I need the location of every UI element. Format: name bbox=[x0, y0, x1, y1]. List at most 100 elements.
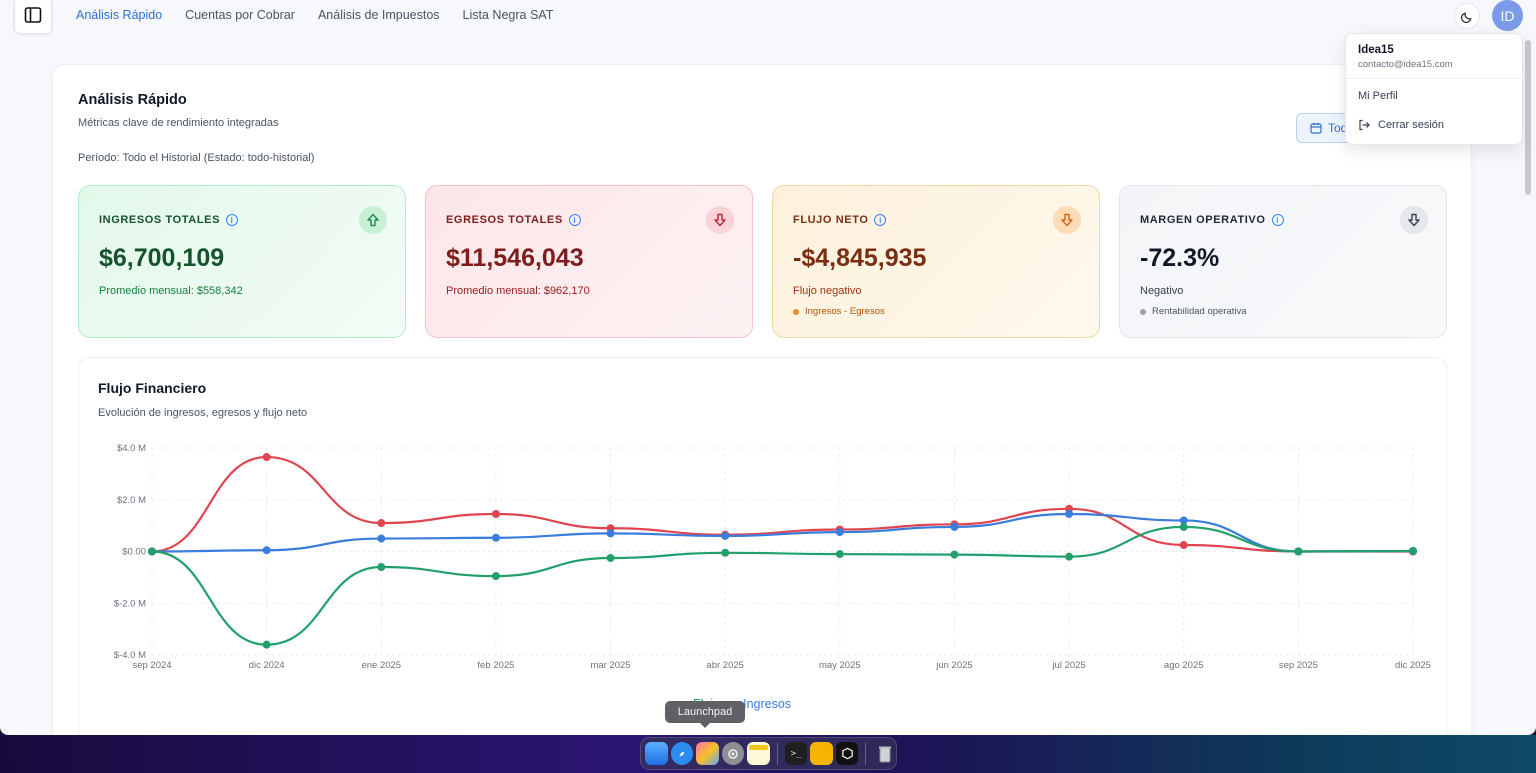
data-point-ingresos bbox=[606, 529, 615, 538]
data-point-ingresos bbox=[950, 522, 959, 531]
kpi-trend-badge bbox=[1400, 206, 1428, 234]
sidebar-toggle-button[interactable] bbox=[14, 0, 52, 34]
scrollbar-thumb[interactable] bbox=[1525, 40, 1531, 195]
x-tick-label: dic 2024 bbox=[249, 660, 285, 671]
y-tick-label: $-2.0 M bbox=[114, 598, 146, 609]
kpi-trend-badge bbox=[1053, 206, 1081, 234]
logout-label: Cerrar sesión bbox=[1378, 119, 1445, 131]
chart-title: Flujo Financiero bbox=[98, 380, 207, 396]
data-point-flujo bbox=[606, 553, 615, 562]
data-point-ingresos bbox=[1179, 516, 1188, 525]
kpi-label: FLUJO NETO bbox=[793, 214, 869, 226]
x-tick-label: dic 2025 bbox=[1395, 660, 1431, 671]
data-point-flujo bbox=[1065, 552, 1074, 561]
kpi-subtext: Flujo negativo bbox=[793, 285, 862, 297]
arrow-up-icon bbox=[367, 213, 379, 227]
kpi-label: INGRESOS TOTALES bbox=[99, 214, 221, 226]
kpi-value: $11,546,043 bbox=[446, 244, 584, 272]
data-point-flujo bbox=[491, 572, 500, 581]
terminal-icon[interactable]: >_ bbox=[784, 742, 808, 765]
info-icon[interactable]: i bbox=[1271, 214, 1284, 226]
kpi-card-margen-operativo: MARGEN OPERATIVO i -72.3% Negativo Renta… bbox=[1119, 185, 1447, 338]
nav-item-cuentas-por-cobrar[interactable]: Cuentas por Cobrar bbox=[185, 8, 295, 22]
safari-icon[interactable] bbox=[670, 742, 694, 765]
notes-header-bar bbox=[749, 745, 769, 750]
data-point-flujo bbox=[835, 550, 844, 559]
kpi-card-ingresos: INGRESOS TOTALES i $6,700,109 Promedio m… bbox=[78, 185, 406, 338]
kpi-value: $6,700,109 bbox=[99, 244, 225, 272]
series-line-flujo bbox=[151, 525, 1414, 646]
dock: >_ bbox=[640, 737, 897, 770]
kpi-subtext: Promedio mensual: $962,170 bbox=[446, 285, 590, 297]
calendar-icon bbox=[1310, 122, 1322, 134]
launchpad-icon[interactable] bbox=[696, 742, 719, 765]
series-line-ingresos bbox=[151, 512, 1414, 553]
x-tick-label: ene 2025 bbox=[361, 660, 401, 671]
sidebar-icon bbox=[24, 7, 42, 23]
data-point-ingresos bbox=[721, 531, 730, 540]
nav-item-analisis-rapido[interactable]: Análisis Rápido bbox=[76, 8, 163, 22]
status-dot bbox=[1140, 308, 1146, 315]
sketch-app-icon[interactable] bbox=[810, 742, 833, 765]
data-point-flujo bbox=[1179, 522, 1188, 531]
y-tick-label: $0.00 bbox=[122, 547, 146, 558]
x-tick-label: jul 2025 bbox=[1051, 660, 1085, 671]
avatar-button[interactable]: ID bbox=[1492, 0, 1523, 31]
x-tick-label: sep 2024 bbox=[132, 660, 171, 671]
top-bar: Análisis Rápido Cuentas por Cobrar Análi… bbox=[0, 0, 1536, 34]
theme-toggle-button[interactable] bbox=[1454, 3, 1480, 29]
arrow-down-icon bbox=[1061, 213, 1073, 227]
user-name: Idea15 bbox=[1358, 44, 1394, 56]
notes-icon[interactable] bbox=[747, 742, 770, 765]
trash-icon[interactable] bbox=[873, 742, 896, 765]
dock-separator bbox=[865, 742, 867, 765]
kpi-label: MARGEN OPERATIVO bbox=[1140, 214, 1266, 226]
info-icon[interactable]: i bbox=[568, 214, 581, 226]
menu-item-profile[interactable]: Mi Perfil bbox=[1358, 90, 1398, 102]
gear-icon bbox=[728, 748, 738, 759]
dock-separator bbox=[776, 742, 778, 765]
data-point-flujo bbox=[148, 547, 156, 556]
logout-icon bbox=[1359, 119, 1370, 131]
nav-item-lista-negra-sat[interactable]: Lista Negra SAT bbox=[462, 8, 554, 22]
user-menu-dropdown: Idea15 contacto@idea15.com Mi Perfil Cer… bbox=[1345, 33, 1523, 145]
nav-item-analisis-impuestos[interactable]: Análisis de Impuestos bbox=[317, 8, 440, 22]
status-dot bbox=[793, 308, 799, 315]
cube-icon bbox=[841, 747, 853, 760]
x-tick-label: jun 2025 bbox=[935, 660, 972, 671]
arrow-down-icon bbox=[714, 213, 726, 227]
moon-icon bbox=[1460, 11, 1472, 23]
kpi-value: -$4,845,935 bbox=[793, 244, 927, 272]
finder-icon[interactable] bbox=[645, 742, 668, 765]
kpi-trend-badge bbox=[706, 206, 734, 234]
chart-subtitle: Evolución de ingresos, egresos y flujo n… bbox=[98, 407, 308, 419]
cube-app-icon[interactable] bbox=[835, 742, 859, 765]
y-tick-label: $2.0 M bbox=[117, 495, 146, 506]
kpi-card-flujo-neto: FLUJO NETO i -$4,845,935 Flujo negativo … bbox=[772, 185, 1100, 338]
x-tick-label: mar 2025 bbox=[590, 660, 630, 671]
info-icon[interactable]: i bbox=[226, 214, 239, 226]
info-icon[interactable]: i bbox=[874, 214, 887, 226]
data-point-ingresos bbox=[835, 528, 844, 537]
tooltip-arrow bbox=[700, 723, 710, 728]
app-window: Análisis Rápido Cuentas por Cobrar Análi… bbox=[0, 0, 1536, 735]
system-settings-icon[interactable] bbox=[721, 742, 745, 765]
kpi-subtext: Negativo bbox=[1140, 285, 1184, 297]
data-point-ingresos bbox=[262, 546, 271, 555]
compass-icon bbox=[679, 751, 685, 756]
menu-item-logout[interactable]: Cerrar sesión bbox=[1358, 119, 1444, 131]
x-tick-label: abr 2025 bbox=[706, 660, 744, 671]
x-tick-label: may 2025 bbox=[819, 660, 861, 671]
kpi-value: -72.3% bbox=[1140, 244, 1220, 272]
y-tick-label: $-4.0 M bbox=[114, 650, 146, 661]
trash-can-icon bbox=[878, 746, 891, 762]
series-line-egresos bbox=[151, 455, 1413, 553]
legend-label-ingresos: Ingresos bbox=[743, 697, 792, 711]
data-point-ingresos bbox=[377, 534, 386, 543]
data-point-egresos bbox=[377, 519, 386, 528]
data-point-flujo bbox=[262, 640, 271, 649]
y-tick-label: $4.0 M bbox=[117, 443, 146, 454]
menu-divider bbox=[1346, 78, 1522, 79]
period-label: Período: Todo el Historial (Estado: todo… bbox=[78, 152, 315, 164]
user-email: contacto@idea15.com bbox=[1358, 59, 1453, 70]
